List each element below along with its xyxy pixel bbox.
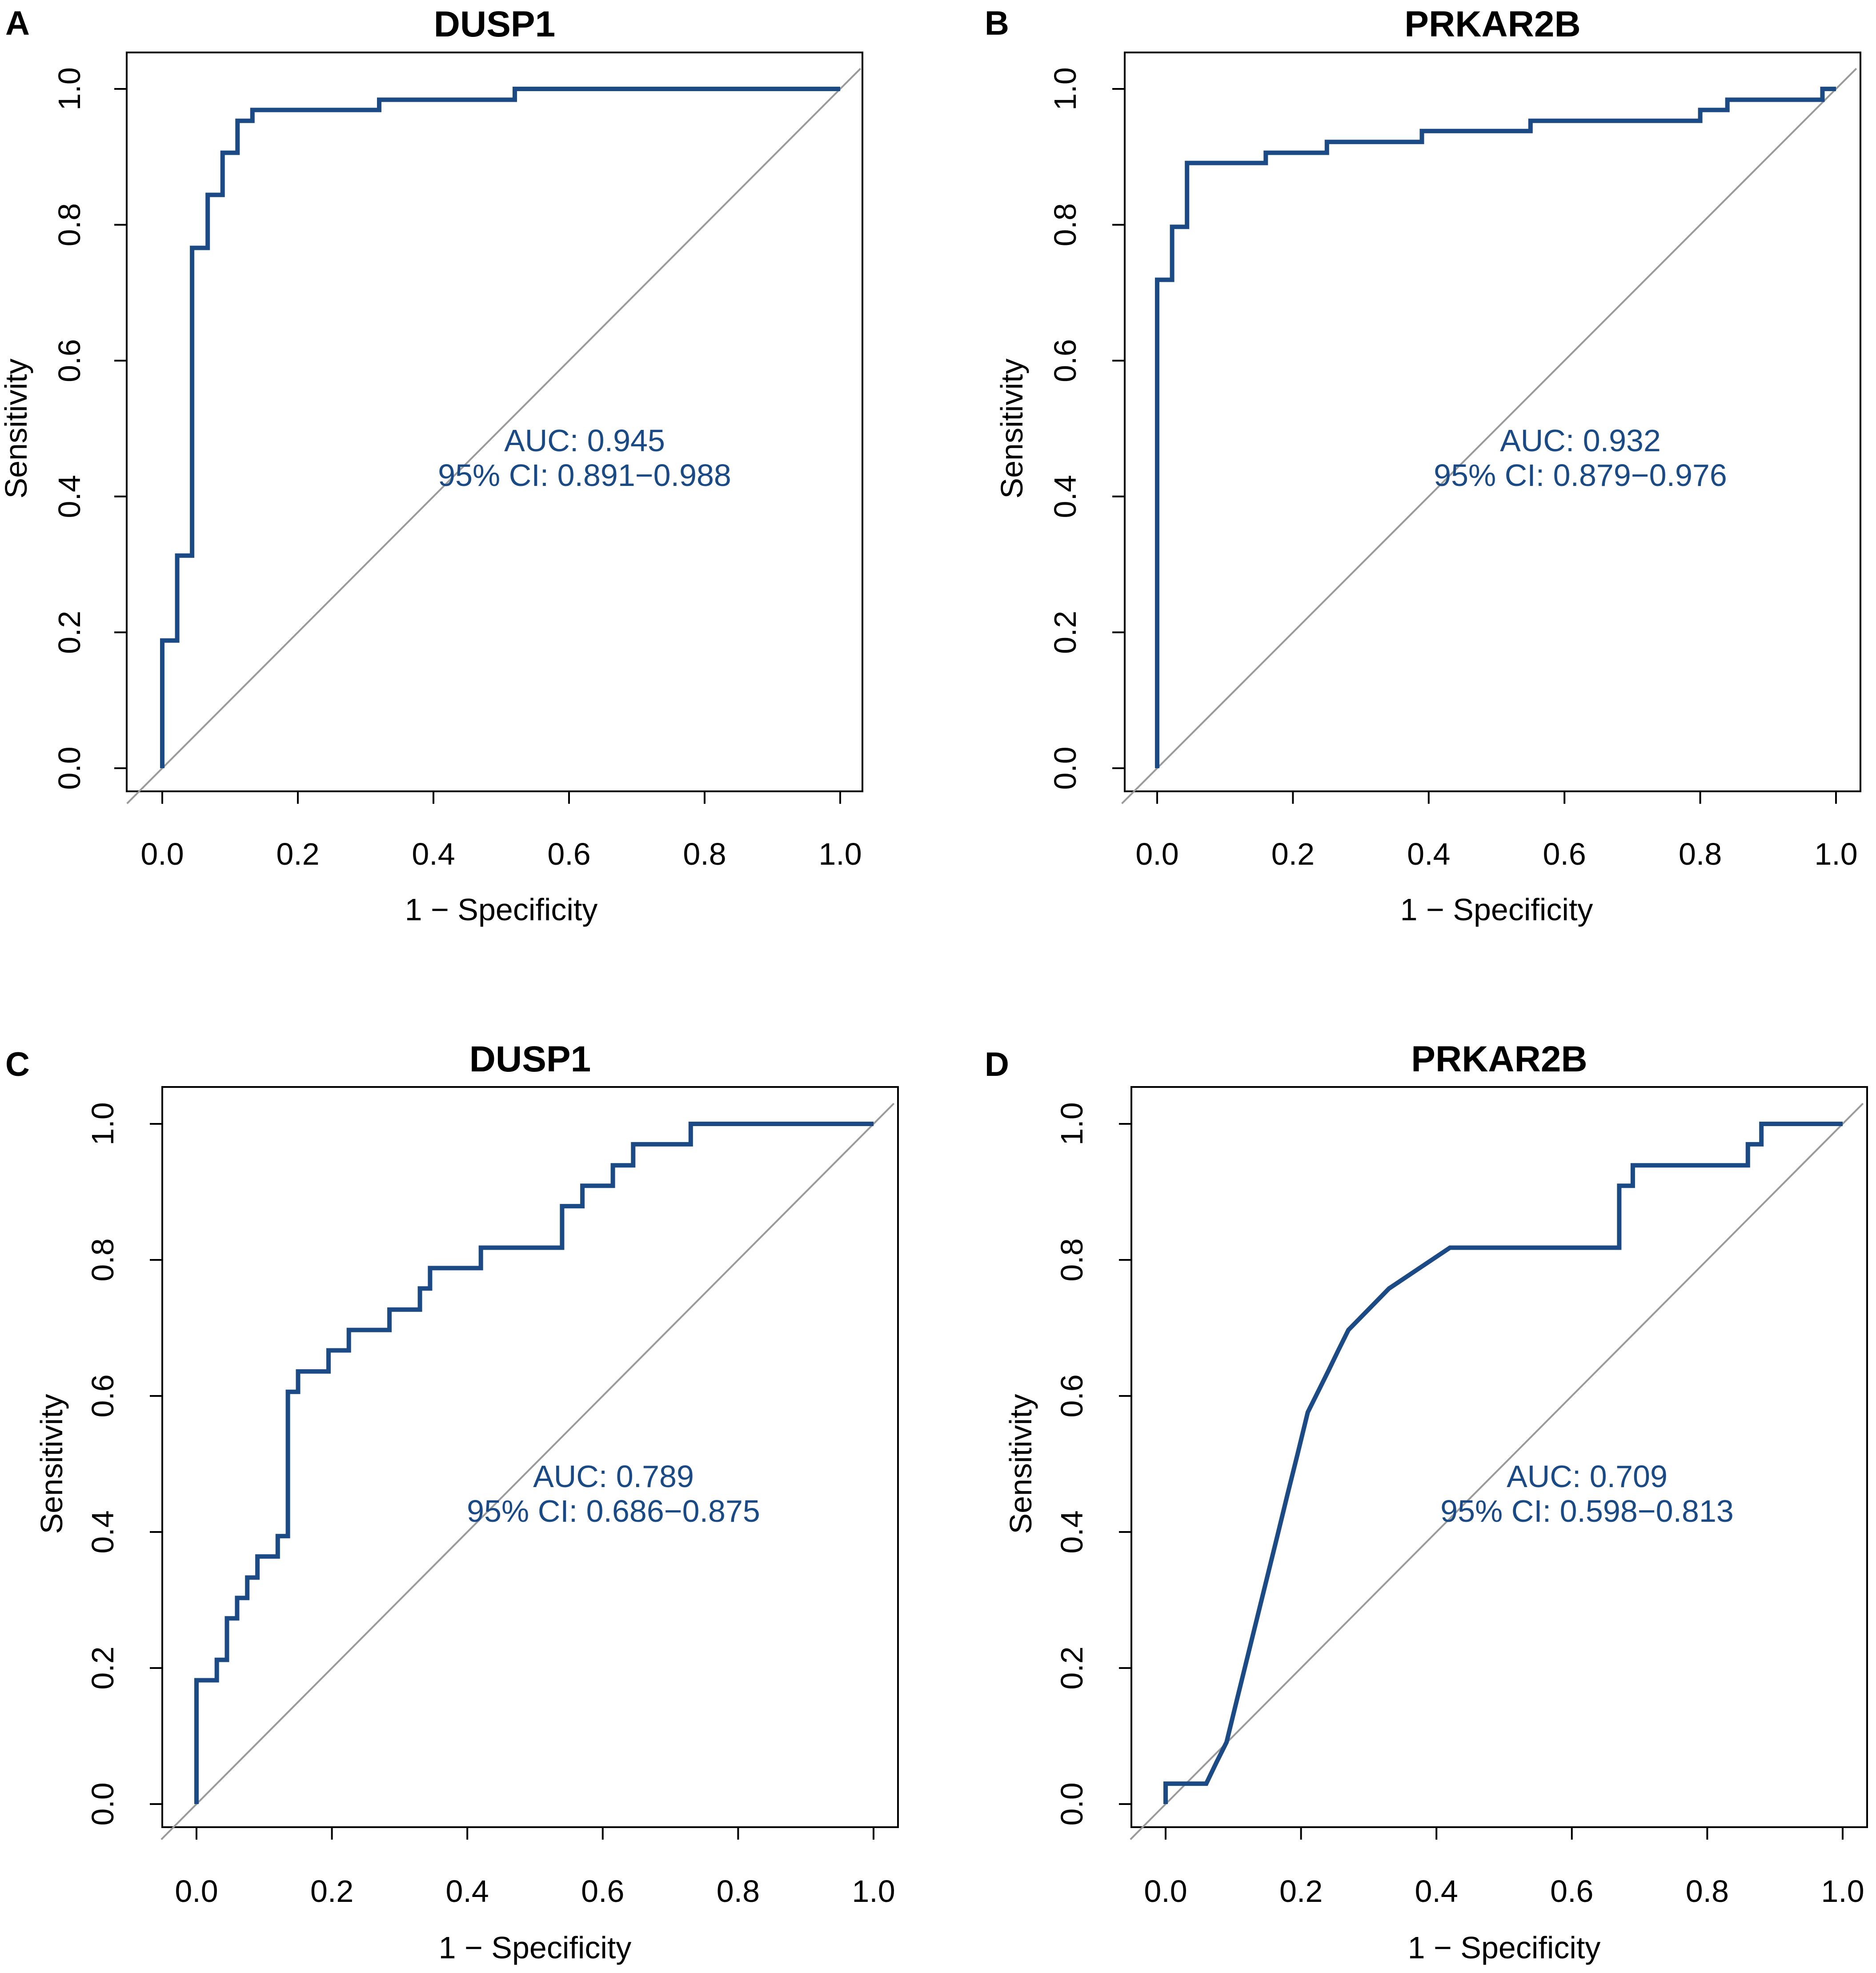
chart-title: DUSP1 <box>434 4 555 44</box>
x-axis-label: 1 − Specificity <box>439 1930 632 1965</box>
x-axis-label: 1 − Specificity <box>1400 892 1593 927</box>
x-tick-label: 0.2 <box>310 1874 353 1909</box>
plot-frame <box>1130 1086 1868 1828</box>
y-axis-label: Sensitivity <box>0 358 33 498</box>
x-axis-label: 1 − Specificity <box>405 892 598 927</box>
y-tick-label: 0.8 <box>1054 1238 1089 1281</box>
x-tick-label: 0.6 <box>547 837 590 871</box>
y-tick-label: 0.6 <box>52 339 87 382</box>
panel-letter: C <box>5 1046 30 1083</box>
auc-annotation: AUC: 0.932 <box>1500 423 1661 458</box>
x-tick-label: 0.6 <box>1550 1874 1593 1909</box>
ci-annotation: 95% CI: 0.686−0.875 <box>467 1494 760 1528</box>
y-tick-label: 1.0 <box>85 1102 120 1145</box>
y-tick-label: 0.2 <box>1054 1646 1089 1689</box>
ci-annotation: 95% CI: 0.598−0.813 <box>1440 1494 1734 1528</box>
auc-annotation: AUC: 0.945 <box>504 423 665 458</box>
roc-curve <box>194 1122 874 1804</box>
y-tick-label: 1.0 <box>1048 67 1082 110</box>
x-tick-label: 0.2 <box>1271 837 1315 871</box>
y-tick-label: 0.6 <box>1054 1374 1089 1417</box>
y-axis-label: Sensitivity <box>34 1394 69 1534</box>
y-axis-label: Sensitivity <box>1003 1394 1038 1534</box>
x-tick-label: 0.8 <box>683 837 726 871</box>
x-tick-label: 0.2 <box>276 837 319 871</box>
y-tick-label: 0.4 <box>52 475 87 518</box>
y-tick-label: 0.8 <box>85 1238 120 1281</box>
panel-letter: A <box>5 4 30 42</box>
x-axis-label: 1 − Specificity <box>1408 1930 1601 1965</box>
y-tick-label: 1.0 <box>1054 1102 1089 1145</box>
reference-diagonal <box>126 68 862 804</box>
x-tick-label: 0.4 <box>1407 837 1450 871</box>
reference-diagonal <box>160 1103 895 1840</box>
chart-title: DUSP1 <box>469 1039 591 1079</box>
y-axis-label: Sensitivity <box>994 358 1029 498</box>
y-tick-label: 0.0 <box>1048 746 1082 790</box>
y-tick-label: 0.0 <box>1054 1782 1089 1825</box>
x-tick-label: 0.0 <box>1135 837 1179 871</box>
x-tick-label: 1.0 <box>818 837 862 871</box>
reference-diagonal <box>1130 1103 1864 1840</box>
y-tick-label: 1.0 <box>52 67 87 110</box>
panel-d: D PRKAR2B 0.0 0.2 0.4 0.6 0.8 1.0 0.0 0.2 0.4 0.6 0.… <box>985 1039 1868 1965</box>
x-tick-label: 0.0 <box>1144 1874 1187 1909</box>
x-tick-label: 1.0 <box>1814 837 1857 871</box>
y-tick-label: 0.2 <box>52 611 87 654</box>
y-tick-label: 0.0 <box>52 746 87 790</box>
plot-frame <box>161 1086 899 1828</box>
x-tick-label: 0.4 <box>446 1874 489 1909</box>
y-tick-label: 0.8 <box>52 203 87 246</box>
y-tick-label: 0.2 <box>1048 611 1082 654</box>
chart-title: PRKAR2B <box>1411 1039 1587 1079</box>
y-tick-label: 0.0 <box>85 1782 120 1825</box>
x-tick-label: 0.4 <box>1415 1874 1458 1909</box>
y-tick-label: 0.2 <box>85 1646 120 1689</box>
auc-annotation: AUC: 0.789 <box>533 1459 694 1494</box>
panel-letter: D <box>985 1046 1009 1083</box>
y-tick-label: 0.4 <box>1054 1510 1089 1553</box>
panel-letter: B <box>985 4 1009 42</box>
chart-title: PRKAR2B <box>1404 4 1580 44</box>
ci-annotation: 95% CI: 0.891−0.988 <box>438 458 731 493</box>
x-tick-label: 0.6 <box>581 1874 624 1909</box>
x-tick-label: 1.0 <box>852 1874 895 1909</box>
panel-c: C DUSP1 0.0 0.2 0.4 0.6 0.8 1.0 0.0 0.2 0.4 0.6 0.8 1… <box>5 1039 899 1965</box>
roc-curve <box>1163 1122 1843 1804</box>
y-tick-label: 0.6 <box>1048 339 1082 382</box>
x-tick-label: 0.4 <box>412 837 455 871</box>
x-tick-label: 0.6 <box>1543 837 1586 871</box>
y-tick-label: 0.4 <box>85 1510 120 1553</box>
y-tick-label: 0.6 <box>85 1374 120 1417</box>
panel-a: A DUSP1 0.0 0.2 0.4 0.6 0.8 1.0 0.0 0.2 0.4 0.6 0.8 1… <box>0 4 863 927</box>
x-tick-label: 0.2 <box>1279 1874 1323 1909</box>
roc-curve <box>160 87 840 768</box>
x-tick-label: 0.8 <box>1679 837 1722 871</box>
plot-frame <box>126 52 863 792</box>
ci-annotation: 95% CI: 0.879−0.976 <box>1434 458 1727 493</box>
y-tick-label: 0.4 <box>1048 475 1082 518</box>
x-tick-label: 1.0 <box>1821 1874 1864 1909</box>
reference-diagonal <box>1121 68 1857 804</box>
y-tick-label: 0.8 <box>1048 203 1082 246</box>
panel-b: B PRKAR2B 0.0 0.2 0.4 0.6 0.8 1.0 0.0 0.2 0.4 0.6 0.… <box>985 4 1861 927</box>
x-tick-label: 0.8 <box>717 1874 760 1909</box>
x-tick-label: 0.0 <box>140 837 184 871</box>
roc-curve <box>1155 87 1836 768</box>
auc-annotation: AUC: 0.709 <box>1507 1459 1668 1494</box>
x-tick-label: 0.0 <box>175 1874 218 1909</box>
x-tick-label: 0.8 <box>1686 1874 1729 1909</box>
